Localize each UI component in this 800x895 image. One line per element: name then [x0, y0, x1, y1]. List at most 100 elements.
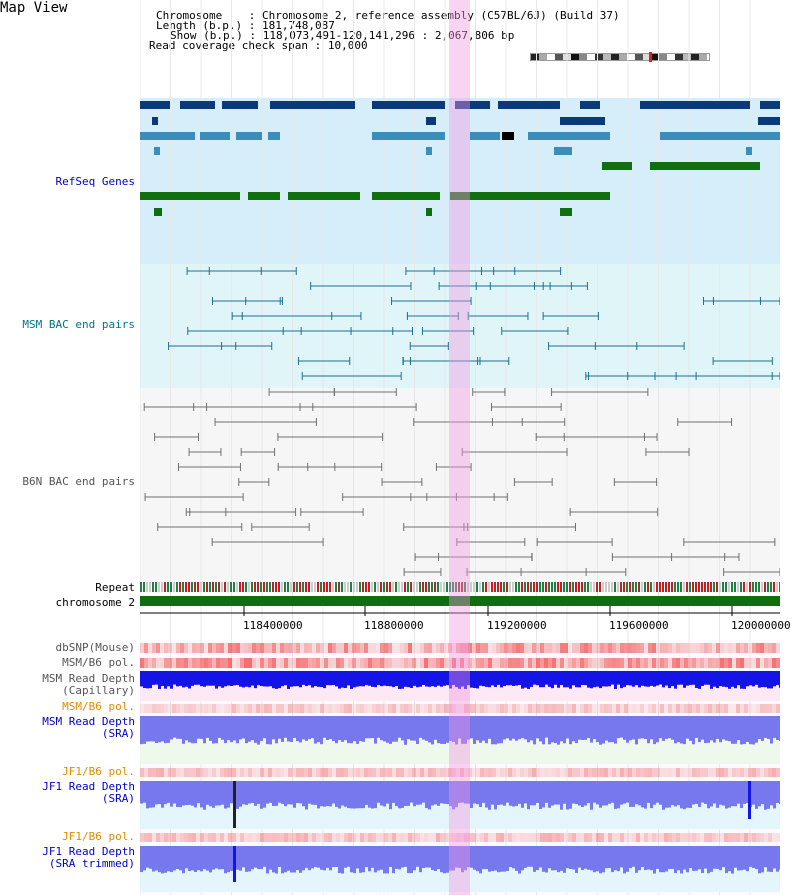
heat-cell: [168, 658, 172, 668]
track-label-jf1-b6-pol[interactable]: JF1/B6 pol.: [62, 765, 135, 778]
genome-browser-panel[interactable]: [140, 0, 780, 895]
track-label-msm-b6-pol-2[interactable]: MSM/B6 pol.: [62, 700, 135, 713]
msm-capillary-depth-bar: [284, 671, 287, 686]
msm-capillary-depth-bar: [359, 671, 362, 687]
selected-region-highlight[interactable]: [449, 0, 470, 895]
jf1-sra-depth-bar: [650, 781, 653, 809]
jf1-sra-depth-bar: [392, 781, 395, 804]
heat-cell: [568, 833, 572, 842]
heat-cell: [524, 658, 528, 668]
msm-sra-depth-bar: [179, 716, 182, 739]
repeat-mark: [197, 582, 199, 592]
msm-sra-depth-bar: [560, 716, 563, 742]
heat-cell: [304, 658, 308, 668]
msm-sra-depth-bar: [482, 716, 485, 741]
jf1-sra-depth-bar: [605, 781, 608, 806]
repeat-mark: [143, 582, 145, 592]
track-label-refseq[interactable]: RefSeq Genes: [55, 175, 135, 188]
heat-cell: [564, 704, 568, 713]
repeat-mark: [758, 582, 760, 592]
heat-cell: [360, 833, 364, 842]
heat-cell: [272, 704, 276, 713]
heat-cell: [192, 768, 196, 777]
heat-cell: [568, 768, 572, 777]
track-label-jf1-b6-pol-2[interactable]: JF1/B6 pol.: [62, 830, 135, 843]
heat-cell: [400, 768, 404, 777]
track-label-jf1-depth-sra[interactable]: JF1 Read Depth (SRA): [42, 781, 135, 805]
msm-capillary-depth-bar: [449, 671, 452, 689]
heat-cell: [744, 643, 748, 653]
track-label-chromosome[interactable]: chromosome 2: [55, 596, 135, 609]
track-label-msm-depth-sra[interactable]: MSM Read Depth (SRA): [42, 716, 135, 740]
heat-cell: [632, 643, 636, 653]
track-label-b6n-bac[interactable]: B6N BAC end pairs: [22, 475, 135, 488]
repeat-mark: [647, 582, 649, 592]
heat-cell: [168, 768, 172, 777]
heat-cell: [564, 833, 568, 842]
heat-cell: [148, 704, 152, 713]
heat-cell: [580, 658, 584, 668]
repeat-mark: [722, 582, 724, 592]
jf1-sra-depth-bar: [383, 781, 386, 807]
heat-cell: [592, 658, 596, 668]
gene-feature: [372, 101, 445, 109]
heat-cell: [680, 658, 684, 668]
ideogram-band: [659, 54, 667, 60]
track-label-repeat[interactable]: Repeat: [95, 581, 135, 594]
ideogram-band: [683, 54, 691, 60]
jf1-sra-depth-bar: [503, 781, 506, 806]
msm-capillary-depth-bar: [731, 671, 734, 687]
heat-cell: [324, 833, 328, 842]
msm-capillary-depth-bar: [566, 671, 569, 688]
jf1-trimmed-depth-bar: [461, 846, 464, 873]
track-label-msm-depth-capillary[interactable]: MSM Read Depth (Capillary): [42, 673, 135, 697]
heat-cell: [444, 704, 448, 713]
repeat-mark: [359, 582, 361, 592]
jf1-trimmed-depth-bar: [458, 846, 461, 868]
jf1-sra-depth-bar: [779, 781, 780, 805]
heat-cell: [456, 833, 460, 842]
msm-sra-depth-bar: [569, 716, 572, 745]
track-label-dbsnp[interactable]: dbSNP(Mouse): [55, 641, 135, 654]
repeat-mark: [779, 582, 780, 592]
msm-sra-depth-bar: [605, 716, 608, 741]
heat-cell: [648, 833, 652, 842]
heat-cell: [624, 833, 628, 842]
heat-cell: [296, 643, 300, 653]
heat-cell: [656, 643, 660, 653]
msm-sra-depth-bar: [197, 716, 200, 739]
repeat-mark: [680, 582, 682, 592]
heat-cell: [696, 704, 700, 713]
heat-cell: [436, 643, 440, 653]
jf1-sra-depth-bar: [674, 781, 677, 807]
heat-cell: [228, 658, 232, 668]
jf1-sra-depth-bar: [689, 781, 692, 808]
track-label-msm-b6-pol[interactable]: MSM/B6 pol.: [62, 656, 135, 669]
heat-cell: [464, 658, 468, 668]
heat-cell: [436, 658, 440, 668]
heat-cell: [424, 704, 428, 713]
repeat-mark: [155, 582, 157, 592]
jf1-sra-depth-bar: [224, 781, 227, 809]
heat-cell: [748, 704, 752, 713]
repeat-mark: [161, 582, 163, 592]
heat-cell: [252, 768, 256, 777]
heat-cell: [628, 833, 632, 842]
track-label-jf1-depth-trimmed[interactable]: JF1 Read Depth (SRA trimmed): [42, 846, 135, 870]
heat-cell: [208, 704, 212, 713]
heat-cell: [660, 833, 664, 842]
heat-cell: [468, 658, 472, 668]
repeat-mark: [461, 582, 463, 592]
repeat-mark: [509, 582, 511, 592]
heat-cell: [624, 768, 628, 777]
repeat-mark: [314, 582, 316, 592]
track-label-msm-bac[interactable]: MSM BAC end pairs: [22, 318, 135, 331]
msm-sra-depth-bar: [266, 716, 269, 745]
repeat-mark: [164, 582, 166, 592]
msm-capillary-depth-bar: [674, 671, 677, 689]
msm-sra-depth-bar: [497, 716, 500, 744]
heat-cell: [296, 658, 300, 668]
msm-capillary-depth-bar: [365, 671, 368, 686]
gene-arrow: [268, 132, 273, 140]
gene-arrow: [560, 208, 565, 216]
